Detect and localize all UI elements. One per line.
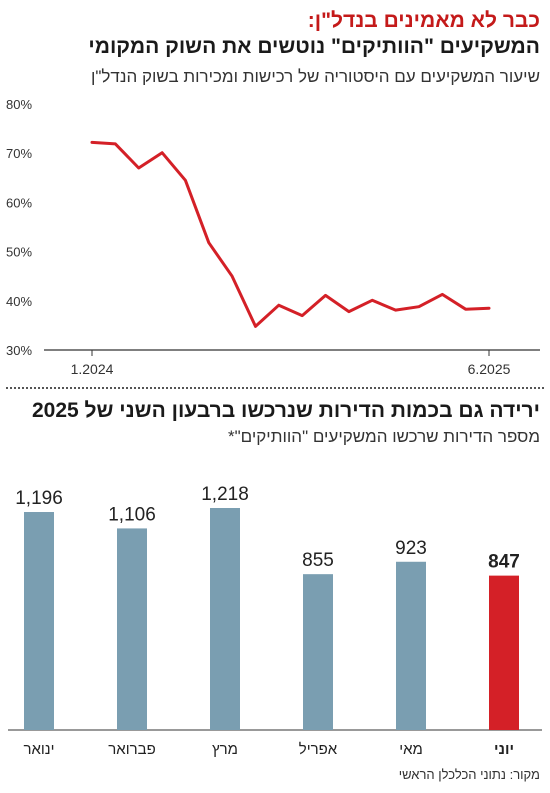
bar-chart: 1,196 ינואר 1,106 פברואר 1,218 מרץ 855 אפריל 923… [8,484,542,758]
bar [396,561,426,730]
line-chart: 30% 40% 50% 60% 70% 80% 1.2024 6.2025 [6,97,540,377]
bar [117,528,147,730]
bar-value-label: 855 [302,550,334,571]
y-tick-label: 40% [6,294,32,309]
bar-value-label: 1,106 [108,504,156,525]
bar-category-label: מרץ [212,741,238,758]
title-line-2: המשקיעים "הוותיקים" נוטשים את השוק המקומ… [88,35,540,58]
bar-value-label: 1,218 [201,484,249,505]
x-tick-label: 6.2025 [468,361,511,377]
title-line-1: כבר לא מאמינים בנדל"ן: [307,9,540,32]
bar-category-label: ינואר [23,741,54,758]
x-tick-label: 1.2024 [71,361,114,377]
bar [303,574,333,730]
bar-value-label: 847 [488,552,520,573]
bar-category-label: מאי [399,741,423,758]
y-tick-label: 70% [6,146,32,161]
bar-chart-subtitle: מספר הדירות שרכשו המשקיעים "הוותיקים"* [228,427,540,446]
section-divider [6,387,544,389]
line-chart-subtitle: שיעור המשקיעים עם היסטוריה של רכישות ומכ… [90,67,540,86]
bar-category-label: אפריל [299,741,338,758]
bar [210,508,240,730]
y-tick-label: 60% [6,195,32,210]
bar-value-label: 1,196 [15,488,63,509]
source-note: מקור: נתוני הכלכלן הראשי [398,767,540,782]
bar-category-label: יוני [494,741,514,758]
bar-value-label: 923 [395,538,427,559]
bar-chart-title: ירידה גם בכמות הדירות שנרכשו ברבעון השני… [31,399,540,422]
bar [489,575,519,730]
bar-category-label: פברואר [108,741,155,758]
y-tick-label: 80% [6,97,32,112]
series-line [90,140,491,328]
y-tick-label: 30% [6,343,32,358]
y-tick-label: 50% [6,245,32,260]
bar [24,512,54,730]
